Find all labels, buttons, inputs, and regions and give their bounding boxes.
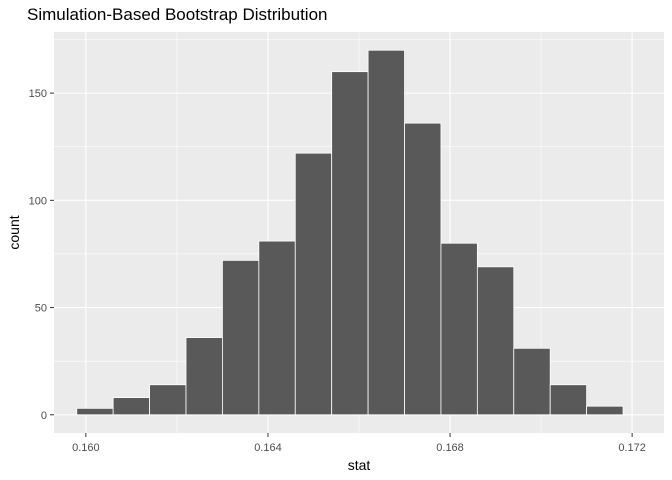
- histogram-bar: [149, 384, 187, 416]
- chart-title: Simulation-Based Bootstrap Distribution: [27, 5, 328, 24]
- histogram-bar: [476, 266, 515, 416]
- histogram-bar: [76, 407, 114, 416]
- y-tick-label: 100: [29, 195, 47, 207]
- histogram-bar: [258, 240, 296, 416]
- histogram-bar: [331, 71, 369, 416]
- y-axis: 0 50 100 150: [29, 88, 54, 422]
- histogram-bar: [513, 347, 551, 416]
- x-tick-label: 0.160: [72, 442, 100, 454]
- x-tick-label: 0.172: [618, 442, 646, 454]
- histogram-bars: [76, 49, 624, 416]
- histogram-bar: [404, 122, 442, 416]
- y-tick-label: 0: [41, 410, 47, 422]
- histogram-bar: [367, 49, 405, 416]
- histogram-bar: [586, 405, 624, 416]
- histogram-bar: [440, 242, 478, 416]
- x-axis-title: stat: [348, 457, 371, 473]
- x-tick-label: 0.164: [254, 442, 282, 454]
- histogram-bar: [294, 152, 333, 416]
- y-tick-label: 50: [35, 303, 47, 315]
- y-tick-label: 150: [29, 88, 47, 100]
- histogram-bar: [185, 337, 223, 416]
- y-axis-title: count: [6, 215, 22, 249]
- histogram-bar: [222, 259, 260, 416]
- histogram-bar: [549, 384, 588, 416]
- x-tick-label: 0.168: [436, 442, 464, 454]
- histogram-bar: [112, 397, 150, 416]
- x-axis: 0.160 0.164 0.168 0.172: [72, 433, 646, 454]
